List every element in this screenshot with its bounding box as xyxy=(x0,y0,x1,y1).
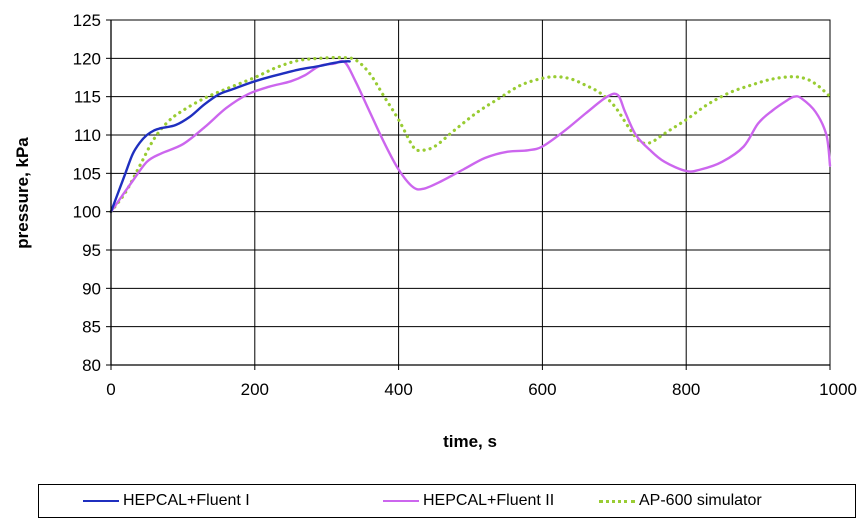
plot-area xyxy=(110,19,831,366)
y-tick-label: 110 xyxy=(74,126,101,145)
series-line-hepcal-fluent-i xyxy=(109,60,351,213)
legend-label-hepcal-fluent-i: HEPCAL+Fluent I xyxy=(123,492,250,509)
legend-swatch-hepcal-fluent-i xyxy=(83,500,119,502)
series-line-hepcal-fluent-ii xyxy=(109,59,832,213)
x-axis-title: time, s xyxy=(443,432,497,451)
y-tick-label: 100 xyxy=(73,203,101,222)
x-tick-label: 1000 xyxy=(819,380,857,399)
y-tick-label: 105 xyxy=(73,164,101,183)
y-axis-title: pressure, kPa xyxy=(13,137,32,249)
legend-item-hepcal-fluent-ii: HEPCAL+Fluent II xyxy=(383,485,554,517)
legend-swatch-hepcal-fluent-ii xyxy=(383,500,419,502)
legend: HEPCAL+Fluent I HEPCAL+Fluent II AP-600 … xyxy=(38,484,856,518)
y-tick-label: 80 xyxy=(82,356,101,375)
series-layer xyxy=(109,55,832,214)
x-tick-label: 800 xyxy=(672,380,700,399)
x-tick-label: 0 xyxy=(106,380,115,399)
x-tick-label: 600 xyxy=(528,380,556,399)
x-tick-label: 200 xyxy=(241,380,269,399)
legend-item-hepcal-fluent-i: HEPCAL+Fluent I xyxy=(83,485,250,517)
y-tick-label: 90 xyxy=(82,279,101,298)
series-line-ap-600-simulator xyxy=(109,55,832,214)
pressure-chart: 80 85 90 95 100 105 110 115 120 125 0 200 400 600 800 1… xyxy=(13,11,857,451)
tick-labels: 80 85 90 95 100 105 110 115 120 125 0 200 400 600 800 1… xyxy=(73,11,857,399)
y-tick-label: 95 xyxy=(82,241,101,260)
legend-label-ap600-simulator: AP-600 simulator xyxy=(639,492,762,509)
y-tick-label: 125 xyxy=(73,11,101,30)
y-tick-label: 115 xyxy=(74,88,101,107)
y-tick-label: 120 xyxy=(73,49,101,68)
legend-label-hepcal-fluent-ii: HEPCAL+Fluent II xyxy=(423,492,555,509)
x-tick-label: 400 xyxy=(384,380,412,399)
axis-layer xyxy=(106,19,831,370)
legend-swatch-ap600-simulator xyxy=(599,499,635,503)
legend-item-ap600-simulator: AP-600 simulator xyxy=(599,485,762,517)
y-tick-label: 85 xyxy=(82,318,101,337)
